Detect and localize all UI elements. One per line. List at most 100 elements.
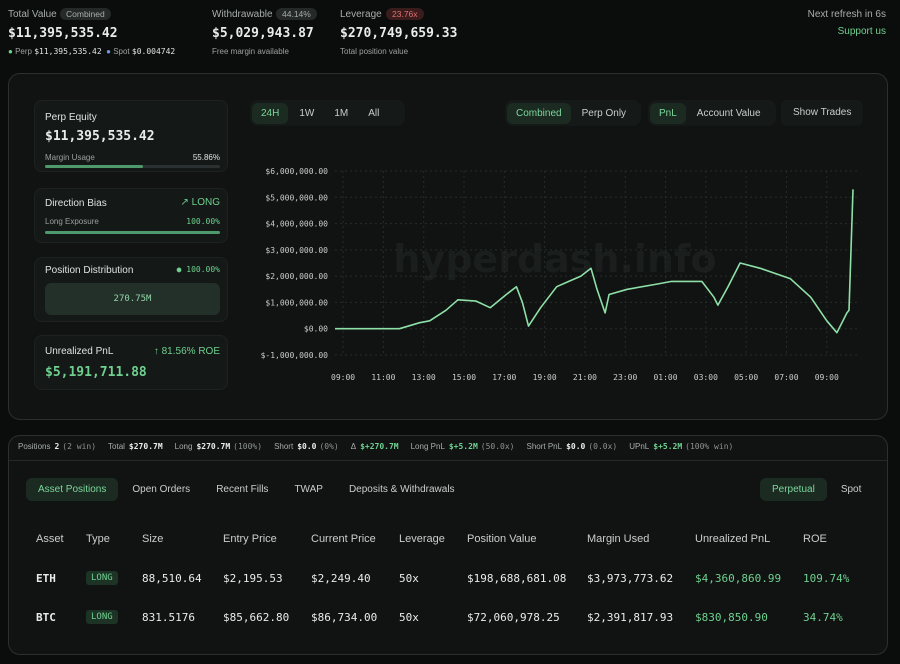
value: $5,191,711.88 xyxy=(45,365,147,380)
support-link[interactable]: Support us xyxy=(837,26,886,37)
column-header: Unrealized PnL xyxy=(695,533,771,545)
metric-buttons: PnL Account Value xyxy=(650,103,770,124)
column-header: Position Value xyxy=(467,533,537,545)
badge: 44.14% xyxy=(276,8,317,20)
value: ↗ LONG xyxy=(180,197,220,208)
stat-note: (100%) xyxy=(233,442,263,451)
stat-note: (50.0x) xyxy=(480,442,515,451)
stat-label: Short PnL xyxy=(526,442,563,451)
chart: hyperdash.info $6,000,000.00 $5,000,000.0… xyxy=(261,167,860,382)
tab-button[interactable]: Combined xyxy=(507,103,571,124)
label: Withdrawable xyxy=(212,9,273,20)
stat-label: Long xyxy=(174,442,193,451)
tab-button[interactable]: Perpetual xyxy=(760,478,827,501)
tab-button[interactable]: Spot xyxy=(840,484,862,495)
stat: Short $0.0 (0%) xyxy=(274,442,339,451)
range-buttons: 24H 1W 1M All xyxy=(252,103,388,124)
tab-button[interactable]: Account Value xyxy=(696,108,761,119)
value: ● 100.00% xyxy=(176,265,220,274)
y-tick-label: $4,000,000.00 xyxy=(265,220,328,229)
y-tick-label: $0.00 xyxy=(304,325,328,334)
cell: ETH xyxy=(36,572,56,585)
tab-button[interactable]: PnL xyxy=(650,103,686,124)
stat-note: (0%) xyxy=(319,442,339,451)
cell: $4,360,860.99 xyxy=(695,572,782,585)
stat-value: $+270.7M xyxy=(360,442,399,451)
label: Spot xyxy=(113,47,130,56)
x-tick-label: 09:00 xyxy=(815,373,839,382)
x-tick-label: 09:00 xyxy=(331,373,355,382)
stat-value: $270.7M xyxy=(196,442,231,451)
x-tick-label: 01:00 xyxy=(653,373,677,382)
tab-button[interactable]: Deposits & Withdrawals xyxy=(348,484,455,495)
stat-label: Long PnL xyxy=(410,442,445,451)
x-tick-label: 07:00 xyxy=(774,373,798,382)
y-tick-label: $-1,000,000.00 xyxy=(261,351,329,360)
bar-fill xyxy=(45,165,143,168)
column-header: Type xyxy=(86,533,110,545)
tab-button[interactable]: 24H xyxy=(252,103,289,124)
cell: $830,850.90 xyxy=(695,611,768,624)
tab-button[interactable]: 1M xyxy=(334,108,349,119)
card xyxy=(34,100,228,172)
stat-label: Δ xyxy=(350,442,357,451)
column-header: ROE xyxy=(803,533,827,545)
cell: 50x xyxy=(399,611,419,624)
cell: $3,973,773.62 xyxy=(587,572,674,585)
cell: 34.74% xyxy=(803,611,843,624)
roe: ↑ 81.56% ROE xyxy=(153,346,220,357)
label: Perp xyxy=(15,47,32,56)
tab-button[interactable]: Recent Fills xyxy=(216,484,269,495)
value: $0.004742 xyxy=(131,47,176,56)
badge: 23.76x xyxy=(386,8,424,20)
watermark: hyperdash.info xyxy=(393,237,716,281)
bar-fill xyxy=(45,231,220,234)
value: LONG xyxy=(191,197,220,208)
tab-button[interactable]: All xyxy=(368,108,380,119)
cell: $2,249.40 xyxy=(311,572,371,585)
stat: Short PnL $0.0 (0.0x) xyxy=(526,442,617,451)
market-tabs: Perpetual Spot xyxy=(760,478,873,501)
stat: Δ $+270.7M xyxy=(351,442,399,451)
show-trades[interactable]: Show Trades xyxy=(781,100,864,126)
stat-label: UPnL xyxy=(629,442,650,451)
bar-track xyxy=(45,165,220,168)
tabs: Asset Positions Open Orders Recent Fills TW… xyxy=(26,478,467,501)
y-tick-label: $6,000,000.00 xyxy=(265,167,328,176)
stat-value: 2 xyxy=(54,442,60,451)
value: $11,395,535.42 xyxy=(45,129,155,144)
type-badge: LONG xyxy=(86,571,118,585)
cell: 831.5176 xyxy=(142,611,195,624)
y-tick-label: $1,000,000.00 xyxy=(265,298,328,307)
perp-breakdown: ● Perp $11,395,535.42 ● Spot $0.004742 xyxy=(8,47,176,56)
x-tick-label: 03:00 xyxy=(694,373,718,382)
stat-note: (0.0x) xyxy=(588,442,618,451)
value: 55.86% xyxy=(192,153,220,162)
cell: $85,662.80 xyxy=(223,611,290,624)
badge: Combined xyxy=(60,8,111,20)
value: 100.00% xyxy=(186,265,220,274)
x-tick-label: 21:00 xyxy=(573,373,597,382)
distribution-box: 270.75M xyxy=(45,283,220,315)
y-tick-label: $2,000,000.00 xyxy=(265,272,328,281)
positions-panel xyxy=(8,435,888,655)
stat-label: Total xyxy=(108,442,125,451)
label: Position Distribution xyxy=(45,265,134,276)
cell: 50x xyxy=(399,572,419,585)
x-tick-label: 11:00 xyxy=(371,373,395,382)
tab-button[interactable]: Perp Only xyxy=(581,108,627,119)
column-header: Current Price xyxy=(311,533,376,545)
stat-value: $0.0 xyxy=(297,442,317,451)
tab-button[interactable]: 1W xyxy=(299,108,315,119)
stat: Long PnL $+5.2M (50.0x) xyxy=(411,442,515,451)
tab-button[interactable]: TWAP xyxy=(294,484,323,495)
bar-track xyxy=(45,231,220,234)
value: $270,749,659.33 xyxy=(340,26,458,41)
tab-button[interactable]: Open Orders xyxy=(132,484,191,495)
value: $11,395,535.42 xyxy=(34,47,102,56)
cell: 88,510.64 xyxy=(142,572,202,585)
tab-button[interactable]: Asset Positions xyxy=(26,478,119,501)
label: Direction Bias xyxy=(45,198,107,209)
cell: $72,060,978.25 xyxy=(467,611,560,624)
value: $5,029,943.87 xyxy=(212,26,314,41)
